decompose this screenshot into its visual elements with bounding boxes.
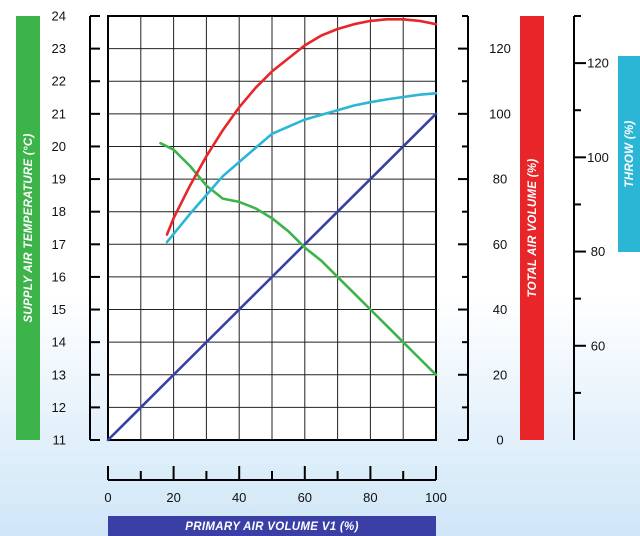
x-axis-label: PRIMARY AIR VOLUME V1 (%) bbox=[185, 521, 358, 533]
y-right1-tick-label: 100 bbox=[489, 106, 511, 121]
y-left-tick-label: 16 bbox=[52, 269, 66, 284]
grid bbox=[108, 16, 436, 440]
x-tick-label: 100 bbox=[425, 490, 447, 505]
x-tick-label: 20 bbox=[166, 490, 180, 505]
x-tick-label: 0 bbox=[104, 490, 111, 505]
y-left-tick-label: 15 bbox=[52, 302, 66, 317]
y-right2-label: THROW (%) bbox=[624, 120, 636, 187]
y-left-tick-label: 20 bbox=[52, 139, 66, 154]
y-left-tick-label: 14 bbox=[52, 335, 66, 350]
y-right2-tick-label: 60 bbox=[591, 338, 605, 353]
series-line-primary bbox=[106, 112, 438, 442]
y-left-label: SUPPLY AIR TEMPERATURE (°C) bbox=[23, 133, 35, 322]
y-right1-label: TOTAL AIR VOLUME (%) bbox=[527, 158, 539, 297]
y-right2-tick-label: 120 bbox=[587, 56, 609, 71]
y-left-tick-label: 24 bbox=[52, 9, 66, 24]
series-line-total bbox=[165, 17, 438, 236]
y-right1-tick-label: 60 bbox=[493, 237, 507, 252]
y-right1-tick-label: 20 bbox=[493, 367, 507, 382]
right2-axis-bar bbox=[618, 56, 640, 252]
y-left-tick-label: 19 bbox=[52, 172, 66, 187]
y-left-axis: 11 12 13 14 15 16 17 18 19 20 21 22 23 24 bbox=[52, 9, 100, 448]
y-left-tick-label: 21 bbox=[52, 106, 66, 121]
y-left-tick-label: 18 bbox=[52, 204, 66, 219]
x-tick-label: 40 bbox=[232, 490, 246, 505]
right1-axis-bar bbox=[520, 16, 544, 440]
y-left-tick-label: 12 bbox=[52, 400, 66, 415]
y-right1-tick-label: 0 bbox=[496, 433, 503, 448]
y-left-tick-label: 22 bbox=[52, 74, 66, 89]
x-axis-bar bbox=[108, 516, 436, 536]
y-right2-tick-label: 100 bbox=[587, 150, 609, 165]
left-axis-bar bbox=[16, 16, 40, 440]
x-tick-label: 60 bbox=[298, 490, 312, 505]
y-right1-tick-label: 120 bbox=[489, 41, 511, 56]
y-right1-tick-label: 40 bbox=[493, 302, 507, 317]
x-axis: 0 20 40 60 80 100 bbox=[104, 466, 447, 505]
series-line-supply bbox=[159, 141, 438, 377]
y-right2-axis: 60 80 100 120 bbox=[573, 15, 609, 440]
y-right1-axis: 0 20 40 60 80 100 120 bbox=[458, 15, 511, 448]
y-left-tick-label: 17 bbox=[52, 237, 66, 252]
y-left-tick-label: 23 bbox=[52, 41, 66, 56]
y-right1-tick-label: 80 bbox=[493, 172, 507, 187]
x-tick-label: 80 bbox=[363, 490, 377, 505]
series-lines bbox=[106, 17, 438, 442]
y-left-tick-label: 13 bbox=[52, 367, 66, 382]
series-line-throw bbox=[165, 92, 438, 244]
y-right2-tick-label: 80 bbox=[591, 244, 605, 259]
y-left-tick-label: 11 bbox=[53, 433, 67, 448]
